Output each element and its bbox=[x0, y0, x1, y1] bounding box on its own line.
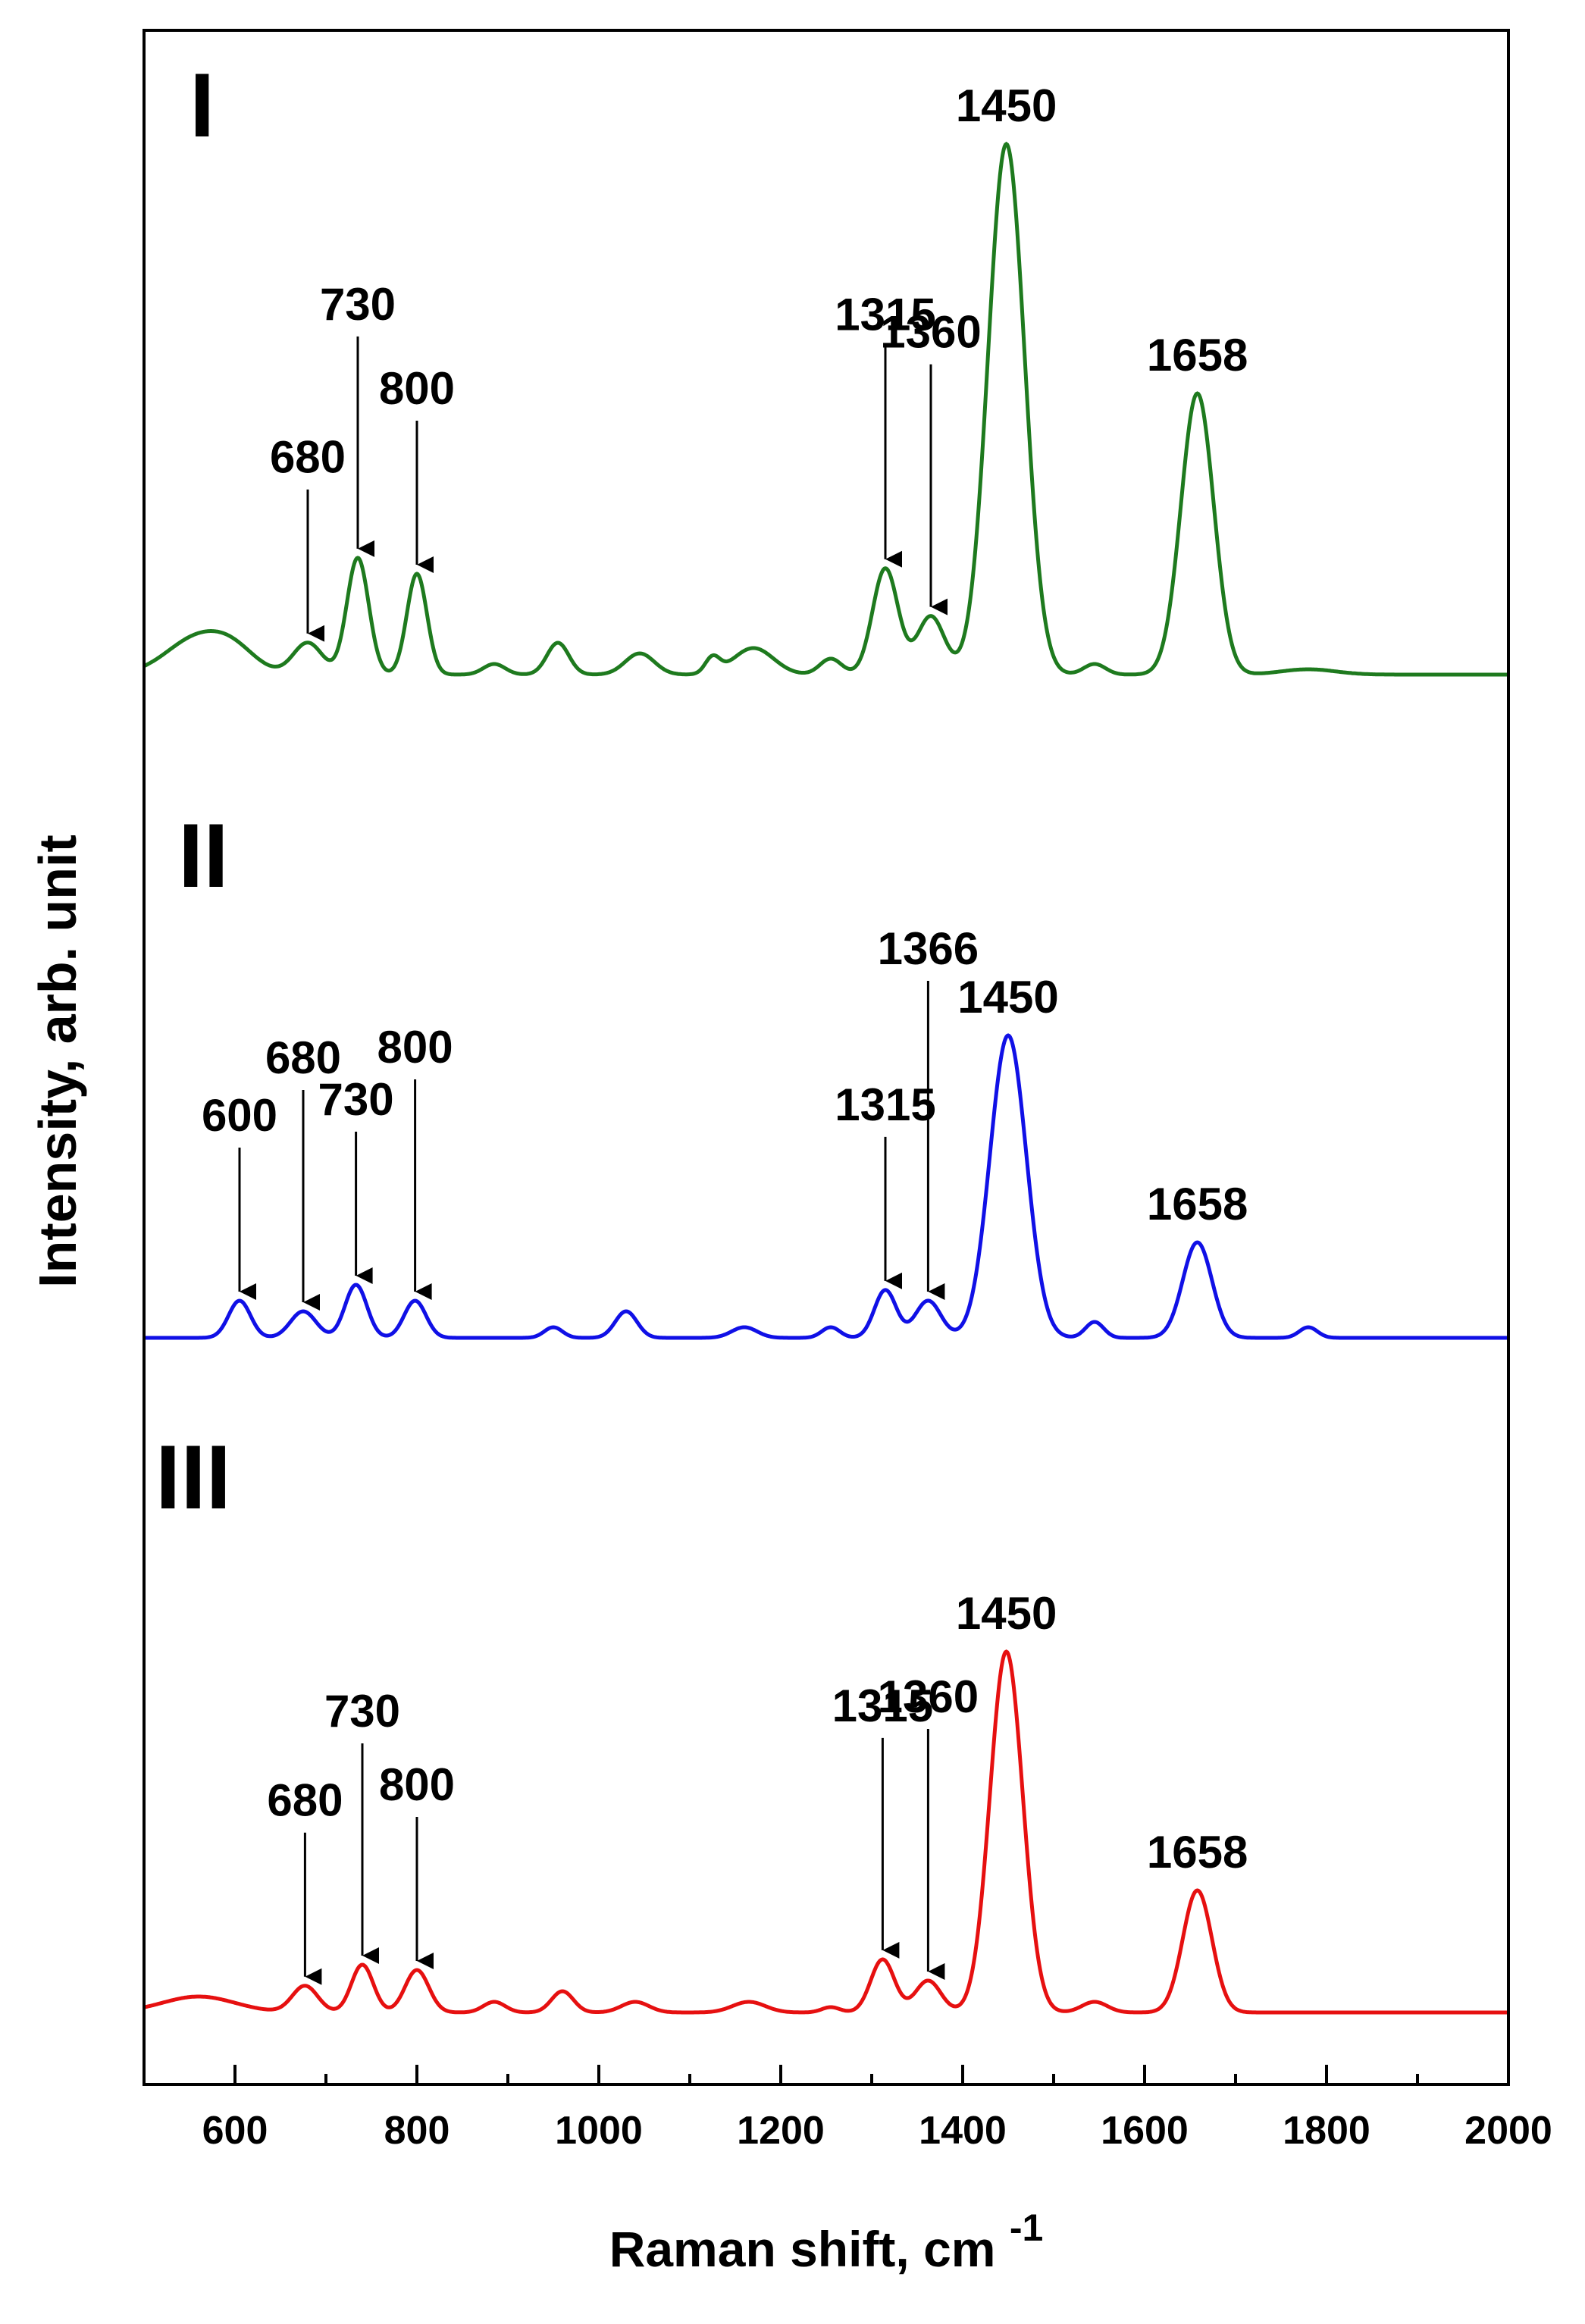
peak-label: 800 bbox=[377, 1022, 453, 1073]
x-tick-label: 1600 bbox=[1101, 2109, 1189, 2153]
peak-label: 680 bbox=[267, 1775, 343, 1826]
series-line-2 bbox=[144, 1033, 1508, 1340]
peak-label: 680 bbox=[265, 1032, 341, 1083]
x-axis-title: Raman shift, cm -1 bbox=[609, 2207, 1044, 2277]
peak-label: 1366 bbox=[878, 923, 979, 974]
x-tick-label: 1000 bbox=[555, 2109, 643, 2153]
annotation-layer: I6807308001315136014501658II600680730800… bbox=[155, 55, 1248, 1985]
plot-frame bbox=[143, 29, 1510, 2086]
peak-label: 730 bbox=[320, 279, 396, 330]
peak-label: 1658 bbox=[1147, 330, 1248, 381]
x-tick-label: 1800 bbox=[1283, 2109, 1370, 2153]
peak-label: 1450 bbox=[956, 1588, 1057, 1639]
peak-label: 1450 bbox=[956, 80, 1057, 131]
peak-label: 1315 bbox=[835, 290, 935, 340]
x-axis-title-text: Raman shift, cm bbox=[609, 2221, 996, 2277]
peak-label: 1450 bbox=[957, 972, 1058, 1023]
peak-label: 800 bbox=[379, 1759, 455, 1810]
peak-label: 730 bbox=[318, 1074, 394, 1125]
peak-label: 1658 bbox=[1147, 1827, 1248, 1878]
series-line-3 bbox=[143, 1649, 1508, 2015]
series-label-2: II bbox=[178, 805, 229, 907]
series-label-3: III bbox=[155, 1427, 231, 1528]
peak-label: 730 bbox=[324, 1686, 400, 1737]
x-axis: 600 800 1000 1200 1400 1600 1800 2000 bbox=[143, 2065, 1552, 2153]
peak-label: 1658 bbox=[1147, 1179, 1248, 1229]
x-tick-label: 2000 bbox=[1464, 2109, 1552, 2153]
peak-label: 680 bbox=[270, 432, 346, 483]
peak-label: 1360 bbox=[880, 307, 981, 358]
peak-label: 1360 bbox=[878, 1671, 979, 1722]
x-tick-label: 1200 bbox=[737, 2109, 825, 2153]
peak-label: 1315 bbox=[832, 1680, 933, 1731]
series-layer bbox=[143, 141, 1508, 2015]
x-axis-title-superscript: -1 bbox=[1010, 2207, 1043, 2249]
peak-label: 1315 bbox=[835, 1079, 935, 1130]
series-label-1: I bbox=[190, 55, 215, 156]
peak-label: 600 bbox=[202, 1090, 277, 1141]
series-line-1 bbox=[143, 141, 1508, 677]
x-tick-label: 600 bbox=[202, 2109, 268, 2153]
x-tick-label: 1400 bbox=[919, 2109, 1007, 2153]
y-axis-title: Intensity, arb. unit bbox=[28, 835, 87, 1288]
x-tick-label: 800 bbox=[384, 2109, 450, 2153]
peak-label: 800 bbox=[379, 363, 455, 414]
